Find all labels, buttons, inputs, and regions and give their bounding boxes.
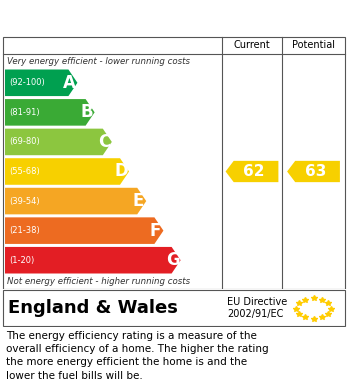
Text: (39-54): (39-54) — [9, 197, 40, 206]
Text: Not energy efficient - higher running costs: Not energy efficient - higher running co… — [7, 278, 190, 287]
Text: (55-68): (55-68) — [9, 167, 40, 176]
Text: (69-80): (69-80) — [9, 137, 40, 146]
Text: G: G — [166, 251, 180, 269]
Text: (21-38): (21-38) — [9, 226, 40, 235]
Text: The energy efficiency rating is a measure of the
overall efficiency of a home. T: The energy efficiency rating is a measur… — [6, 331, 269, 380]
Polygon shape — [5, 217, 164, 244]
Polygon shape — [5, 188, 146, 214]
Text: D: D — [114, 163, 128, 181]
Text: F: F — [150, 222, 161, 240]
Text: England & Wales: England & Wales — [8, 299, 178, 317]
Polygon shape — [5, 70, 77, 96]
Polygon shape — [5, 99, 95, 126]
Text: Potential: Potential — [292, 40, 335, 50]
Text: EU Directive
2002/91/EC: EU Directive 2002/91/EC — [227, 297, 287, 319]
Text: Current: Current — [234, 40, 270, 50]
Text: E: E — [133, 192, 144, 210]
Text: B: B — [80, 103, 93, 121]
Text: Energy Efficiency Rating: Energy Efficiency Rating — [9, 11, 230, 26]
Polygon shape — [226, 161, 278, 182]
Text: 62: 62 — [243, 164, 265, 179]
Polygon shape — [5, 129, 112, 155]
Polygon shape — [287, 161, 340, 182]
Text: (92-100): (92-100) — [9, 78, 45, 87]
Text: (81-91): (81-91) — [9, 108, 40, 117]
Polygon shape — [5, 158, 129, 185]
Polygon shape — [5, 247, 181, 273]
Text: A: A — [63, 74, 76, 92]
Text: Very energy efficient - lower running costs: Very energy efficient - lower running co… — [7, 57, 190, 66]
Text: 63: 63 — [305, 164, 326, 179]
Text: (1-20): (1-20) — [9, 256, 34, 265]
Text: C: C — [98, 133, 110, 151]
